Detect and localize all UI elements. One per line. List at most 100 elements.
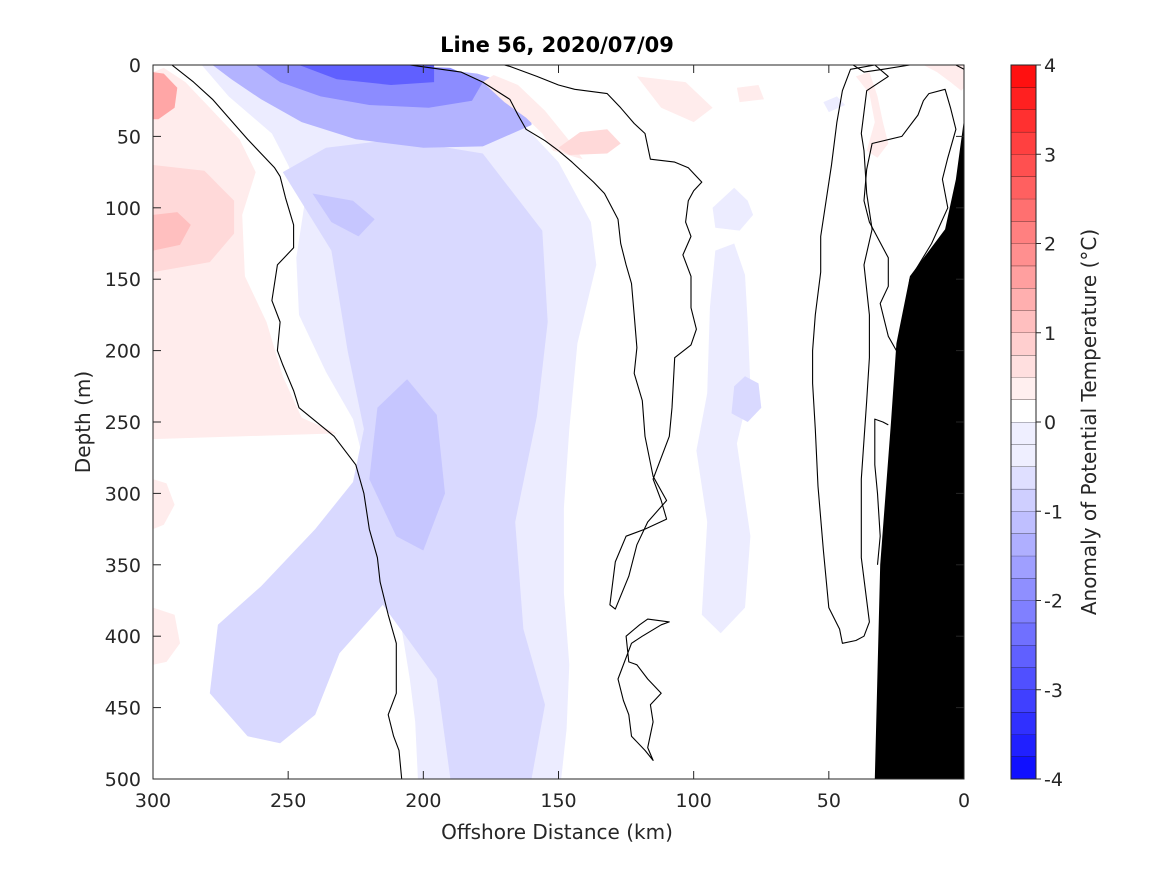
colorbar-tick-label: -4 — [1044, 769, 1063, 791]
colorbar-bin — [1011, 109, 1036, 132]
zero-contours — [171, 65, 964, 779]
anomaly-region — [153, 72, 178, 120]
y-tick-label: 100 — [105, 198, 141, 220]
y-axis-label: Depth (m) — [71, 371, 95, 473]
anomaly-region — [153, 212, 191, 251]
zero-contour-line — [874, 418, 889, 565]
colorbar-bin — [1011, 243, 1036, 266]
zero-contour-line — [863, 88, 957, 352]
y-tick-label: 200 — [105, 341, 141, 363]
x-axis: 300 250 200 150 100 50 0 — [135, 65, 970, 812]
colorbar-bin — [1011, 176, 1036, 199]
zero-contour-line — [504, 65, 703, 610]
y-tick-label: 250 — [105, 412, 141, 434]
anomaly-region — [153, 607, 180, 665]
colorbar-bin — [1011, 600, 1036, 623]
colorbar-bin — [1011, 734, 1036, 757]
anomaly-region — [731, 376, 762, 422]
y-tick-label: 450 — [105, 698, 141, 720]
colorbar-tick-label: 0 — [1044, 412, 1056, 434]
colorbar-bin — [1011, 154, 1036, 177]
colorbar-tick-label: 3 — [1044, 144, 1056, 166]
colorbar-bin — [1011, 310, 1036, 333]
zero-contour-line — [812, 65, 889, 644]
anomaly-region — [482, 75, 583, 160]
colorbar-bin — [1011, 65, 1036, 88]
colorbar-tick-label: 1 — [1044, 323, 1056, 345]
colorbar-bin — [1011, 87, 1036, 110]
x-tick-label: 150 — [540, 790, 576, 812]
anomaly-region — [636, 76, 713, 123]
colorbar-bin — [1011, 511, 1036, 534]
colorbar-bin — [1011, 221, 1036, 244]
anomaly-region — [558, 129, 621, 155]
anomaly-region — [153, 479, 175, 530]
x-tick-label: 50 — [817, 790, 841, 812]
colorbar-bin — [1011, 444, 1036, 467]
colorbar-bin — [1011, 399, 1036, 422]
colorbar-tick-label: 2 — [1044, 234, 1056, 256]
y-tick-label: 50 — [117, 126, 141, 148]
anomaly-region — [153, 67, 337, 440]
y-tick-label: 0 — [129, 55, 141, 77]
zero-contour-line — [955, 65, 964, 70]
anomaly-regions — [153, 65, 964, 779]
anomaly-region — [312, 193, 375, 237]
x-tick-label: 0 — [958, 790, 970, 812]
anomaly-region — [299, 65, 435, 85]
colorbar-tick-label: -3 — [1044, 680, 1063, 702]
colorbar-tick-label: -2 — [1044, 591, 1063, 613]
colorbar-bin — [1011, 377, 1036, 400]
anomaly-region — [923, 65, 964, 91]
colorbar-bin — [1011, 667, 1036, 690]
chart-title: Line 56, 2020/07/09 — [440, 33, 674, 57]
seafloor — [874, 119, 964, 779]
x-tick-label: 100 — [676, 790, 712, 812]
colorbar-bin — [1011, 355, 1036, 378]
colorbar-bin — [1011, 555, 1036, 579]
colorbar-bin — [1011, 198, 1036, 222]
colorbar-bin — [1011, 712, 1036, 735]
colorbar-bin — [1011, 533, 1036, 556]
y-axis: 0 50 100 150 200 250 300 350 400 450 500 — [105, 55, 964, 791]
colorbar-tick-label: -1 — [1044, 501, 1063, 523]
anomaly-region — [823, 96, 846, 113]
y-tick-label: 150 — [105, 269, 141, 291]
zero-contour-line — [171, 65, 403, 779]
colorbar-bin — [1011, 288, 1036, 311]
y-tick-label: 500 — [105, 769, 141, 791]
colorbar-bin — [1011, 689, 1036, 713]
y-tick-label: 350 — [105, 555, 141, 577]
x-tick-label: 300 — [135, 790, 171, 812]
colorbar-bin — [1011, 131, 1036, 155]
anomaly-region — [855, 72, 889, 158]
anomaly-region — [696, 243, 751, 634]
colorbar-ticks: 4 3 2 1 0 -1 -2 -3 -4 — [1036, 55, 1063, 791]
colorbar-bin — [1011, 265, 1036, 289]
x-tick-label: 200 — [405, 790, 441, 812]
colorbar-bin — [1011, 332, 1036, 356]
zero-contour-line — [409, 65, 559, 152]
colorbar — [1010, 64, 1037, 780]
colorbar-bin — [1011, 488, 1036, 512]
anomaly-region — [712, 187, 754, 231]
anomaly-region — [369, 379, 445, 551]
colorbar-bin — [1011, 466, 1036, 489]
y-tick-label: 400 — [105, 626, 141, 648]
colorbar-bin — [1011, 622, 1036, 646]
colorbar-label: Anomaly of Potential Temperature (°C) — [1077, 229, 1101, 615]
x-axis-label: Offshore Distance (km) — [441, 820, 673, 844]
x-tick-label: 250 — [270, 790, 306, 812]
bathymetry — [874, 119, 964, 779]
colorbar-bin — [1011, 645, 1036, 668]
zero-contour-line — [852, 65, 910, 73]
colorbar-tick-label: 4 — [1044, 55, 1056, 77]
anomaly-region — [736, 85, 764, 103]
colorbar-bin — [1011, 756, 1036, 779]
colorbar-bin — [1011, 422, 1036, 445]
colorbar-bin — [1011, 578, 1036, 601]
y-tick-label: 300 — [105, 483, 141, 505]
zero-contour-line — [617, 618, 670, 761]
